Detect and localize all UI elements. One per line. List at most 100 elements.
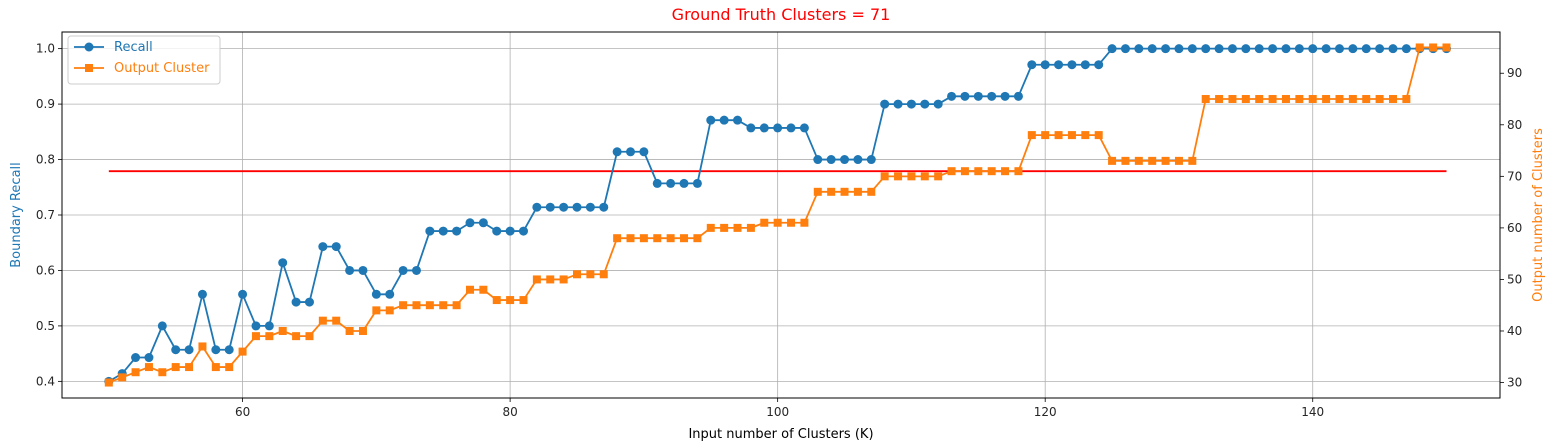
data-point-recall [652, 178, 662, 188]
data-point-recall [853, 155, 863, 165]
y-left-tick-label: 0.9 [36, 97, 55, 111]
data-point-output-cluster [318, 316, 327, 325]
data-point-recall [987, 91, 997, 101]
legend-label-recall: Recall [114, 40, 153, 55]
data-point-output-cluster [573, 270, 582, 279]
data-point-recall [1174, 44, 1184, 54]
data-point-recall [1401, 44, 1411, 54]
data-point-output-cluster [720, 223, 729, 232]
data-point-output-cluster [773, 218, 782, 227]
data-point-recall [866, 155, 876, 165]
data-point-recall [759, 123, 769, 133]
grid [62, 32, 1500, 398]
data-point-output-cluster [1148, 156, 1157, 165]
data-point-recall [1080, 60, 1090, 70]
data-point-recall [639, 147, 649, 157]
chart-title: Ground Truth Clusters = 71 [672, 5, 891, 24]
data-point-recall [1241, 44, 1251, 54]
data-point-output-cluster [412, 301, 421, 310]
data-point-recall [1281, 44, 1291, 54]
data-point-output-cluster [920, 172, 929, 181]
data-point-recall [1375, 44, 1385, 54]
data-point-recall [425, 226, 435, 236]
data-point-recall [679, 178, 689, 188]
data-point-recall [224, 345, 234, 355]
data-point-recall [264, 321, 274, 331]
data-point-output-cluster [1241, 95, 1250, 104]
data-point-recall [893, 99, 903, 109]
data-point-recall [1348, 44, 1358, 54]
data-point-recall [478, 218, 488, 228]
x-tick-label: 80 [502, 405, 517, 419]
data-point-output-cluster [733, 223, 742, 232]
data-point-output-cluster [225, 363, 234, 372]
y-right-tick-label: 40 [1507, 324, 1522, 338]
legend-marker-output-cluster [85, 64, 93, 72]
data-point-output-cluster [118, 373, 127, 382]
data-point-recall [880, 99, 890, 109]
data-point-recall [1214, 44, 1224, 54]
data-point-recall [131, 353, 141, 363]
data-point-output-cluster [867, 187, 876, 196]
data-point-recall [599, 202, 609, 212]
y-left-tick-label: 0.5 [36, 319, 55, 333]
x-tick-label: 60 [235, 405, 250, 419]
data-point-recall [144, 353, 154, 363]
data-point-recall [786, 123, 796, 133]
data-point-output-cluster [1174, 156, 1183, 165]
data-point-recall [411, 265, 421, 275]
data-point-output-cluster [840, 187, 849, 196]
data-point-output-cluster [827, 187, 836, 196]
data-point-recall [626, 147, 636, 157]
data-point-recall [1201, 44, 1211, 54]
data-point-output-cluster [358, 326, 367, 335]
data-point-output-cluster [1442, 43, 1451, 52]
y-right-tick-label: 60 [1507, 221, 1522, 235]
data-point-output-cluster [960, 167, 969, 176]
y-axis-right: 30 40 50 60 70 80 90 [1500, 66, 1522, 390]
data-point-output-cluster [1188, 156, 1197, 165]
data-point-recall [278, 258, 288, 268]
data-point-recall [1388, 44, 1398, 54]
data-point-recall [1227, 44, 1237, 54]
data-point-output-cluster [1255, 95, 1264, 104]
data-point-output-cluster [974, 167, 983, 176]
data-point-output-cluster [613, 234, 622, 243]
data-point-output-cluster [1268, 95, 1277, 104]
data-point-recall [719, 115, 729, 125]
data-point-recall [1294, 44, 1304, 54]
data-point-recall [773, 123, 783, 133]
data-point-recall [1000, 91, 1010, 101]
data-point-output-cluster [1362, 95, 1371, 104]
data-point-recall [197, 289, 207, 299]
data-point-recall [612, 147, 622, 157]
data-point-recall [1254, 44, 1264, 54]
data-point-recall [960, 91, 970, 101]
data-point-recall [171, 345, 181, 355]
data-point-output-cluster [1081, 131, 1090, 140]
data-point-recall [1334, 44, 1344, 54]
data-point-recall [706, 115, 716, 125]
data-point-recall [840, 155, 850, 165]
data-point-recall [1268, 44, 1278, 54]
data-point-output-cluster [131, 368, 140, 377]
data-point-output-cluster [158, 368, 167, 377]
data-point-output-cluster [1027, 131, 1036, 140]
x-tick-label: 120 [1034, 405, 1057, 419]
data-point-recall [1120, 44, 1130, 54]
legend-box [67, 35, 221, 85]
data-point-output-cluster [934, 172, 943, 181]
data-point-output-cluster [706, 223, 715, 232]
data-point-output-cluster [653, 234, 662, 243]
data-point-output-cluster [586, 270, 595, 279]
data-point-output-cluster [278, 326, 287, 335]
data-point-output-cluster [372, 306, 381, 315]
data-point-recall [518, 226, 528, 236]
data-point-output-cluster [746, 223, 755, 232]
data-point-recall [906, 99, 916, 109]
data-point-output-cluster [1161, 156, 1170, 165]
data-point-output-cluster [251, 332, 260, 341]
data-point-output-cluster [666, 234, 675, 243]
y-right-tick-label: 80 [1507, 118, 1522, 132]
data-point-recall [211, 345, 221, 355]
